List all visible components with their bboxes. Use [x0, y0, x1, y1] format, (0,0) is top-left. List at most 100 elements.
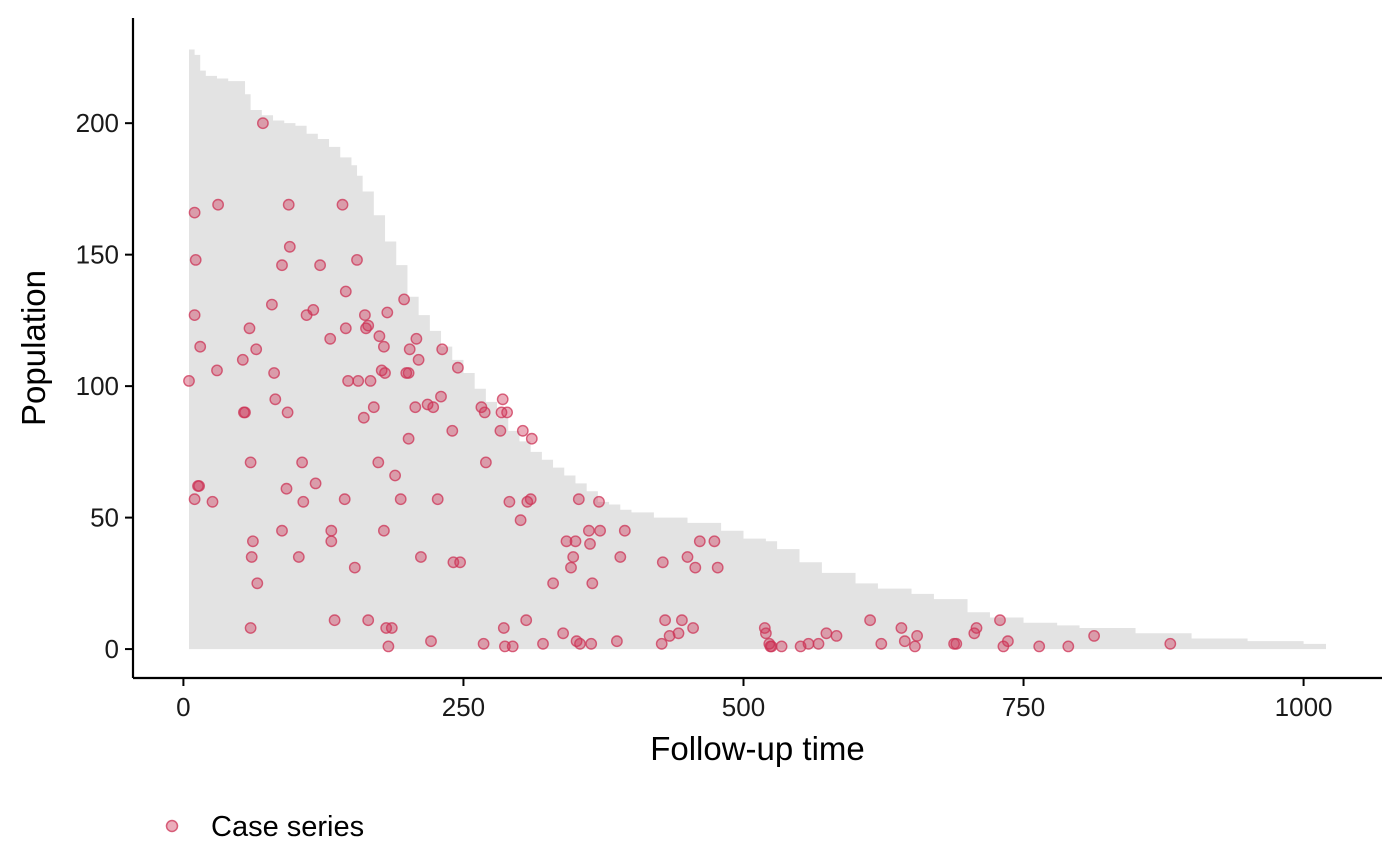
case-point [765, 640, 778, 653]
case-point [211, 364, 223, 377]
case-point [373, 330, 386, 343]
case-point [503, 495, 516, 508]
case-point [402, 432, 415, 445]
y-axis-title: Population [15, 270, 52, 426]
case-point [372, 456, 385, 469]
case-point [446, 424, 459, 437]
case-point [1062, 640, 1075, 653]
legend-label: Case series [211, 811, 364, 843]
case-point [193, 480, 206, 492]
case-point [188, 493, 201, 506]
case-point [328, 614, 341, 627]
case-point [994, 614, 1006, 627]
case-point [567, 551, 580, 563]
case-point [594, 524, 606, 537]
case-point [352, 374, 365, 387]
y-tick-label: 150 [76, 240, 119, 270]
case-point [1088, 630, 1101, 642]
case-point [506, 640, 519, 653]
case-point [362, 614, 375, 627]
case-point [909, 640, 921, 653]
case-point [194, 340, 207, 353]
case-point [244, 456, 257, 469]
case-point [427, 401, 440, 414]
case-point [687, 622, 699, 634]
case-point [520, 614, 533, 627]
y-tick-label: 0 [105, 634, 119, 664]
x-tick-label: 250 [442, 692, 485, 722]
case-point [256, 117, 269, 130]
x-axis-ticks: 0 250 500 750 1000 [176, 678, 1333, 722]
case-point [265, 298, 278, 311]
case-point [377, 340, 390, 353]
case-point [574, 637, 586, 650]
case-point [269, 393, 282, 406]
case-point [236, 353, 249, 366]
case-point [325, 524, 338, 537]
case-point [802, 637, 815, 650]
legend: Case series [165, 811, 364, 843]
case-point [183, 374, 195, 387]
case-point [584, 538, 596, 550]
case-point [516, 424, 529, 437]
x-tick-label: 0 [176, 692, 190, 722]
case-point [497, 622, 510, 634]
case-point [364, 374, 377, 387]
case-point [760, 627, 772, 640]
case-point [351, 253, 363, 266]
case-point [307, 303, 320, 316]
case-point [1164, 637, 1177, 650]
legend-swatch [165, 819, 179, 833]
case-point [268, 367, 280, 379]
case-point [282, 198, 295, 211]
case-point [246, 535, 259, 548]
case-point [296, 456, 308, 469]
case-point [659, 614, 671, 627]
case-point [618, 524, 631, 537]
case-point [377, 524, 390, 537]
case-point [895, 622, 908, 634]
case-point [478, 406, 491, 419]
case-point [689, 561, 702, 574]
case-point [911, 630, 923, 642]
case-point [830, 630, 843, 642]
y-tick-label: 50 [90, 503, 119, 533]
case-point [188, 309, 201, 321]
case-point [382, 640, 395, 653]
case-point [398, 293, 410, 306]
case-point [547, 577, 559, 590]
case-point [325, 535, 338, 548]
case-point [672, 627, 685, 640]
y-tick-label: 200 [76, 108, 119, 138]
case-point [864, 614, 876, 627]
case-point [565, 561, 577, 574]
case-point [812, 637, 825, 650]
case-point [189, 253, 202, 266]
case-point [693, 535, 706, 548]
case-point [379, 367, 391, 379]
case-point [324, 332, 337, 345]
case-point [412, 353, 425, 366]
case-point [206, 495, 219, 508]
case-point [431, 493, 444, 506]
case-point [656, 556, 669, 569]
case-point [537, 637, 549, 650]
case-point [425, 635, 437, 648]
population-at-risk-area [189, 49, 1326, 650]
case-point [348, 561, 361, 574]
case-point [283, 240, 296, 253]
x-axis-title: Follow-up time [650, 730, 865, 767]
case-point [681, 551, 694, 563]
case-point [244, 622, 257, 634]
case-point [875, 637, 888, 650]
axes [131, 18, 1382, 680]
x-tick-label: 1000 [1275, 692, 1333, 722]
case-point [188, 206, 201, 219]
case-point [611, 635, 623, 648]
case-point [357, 411, 370, 424]
case-point [477, 637, 490, 650]
case-point [358, 309, 371, 321]
case-point [708, 535, 721, 548]
y-tick-label: 100 [76, 371, 119, 401]
